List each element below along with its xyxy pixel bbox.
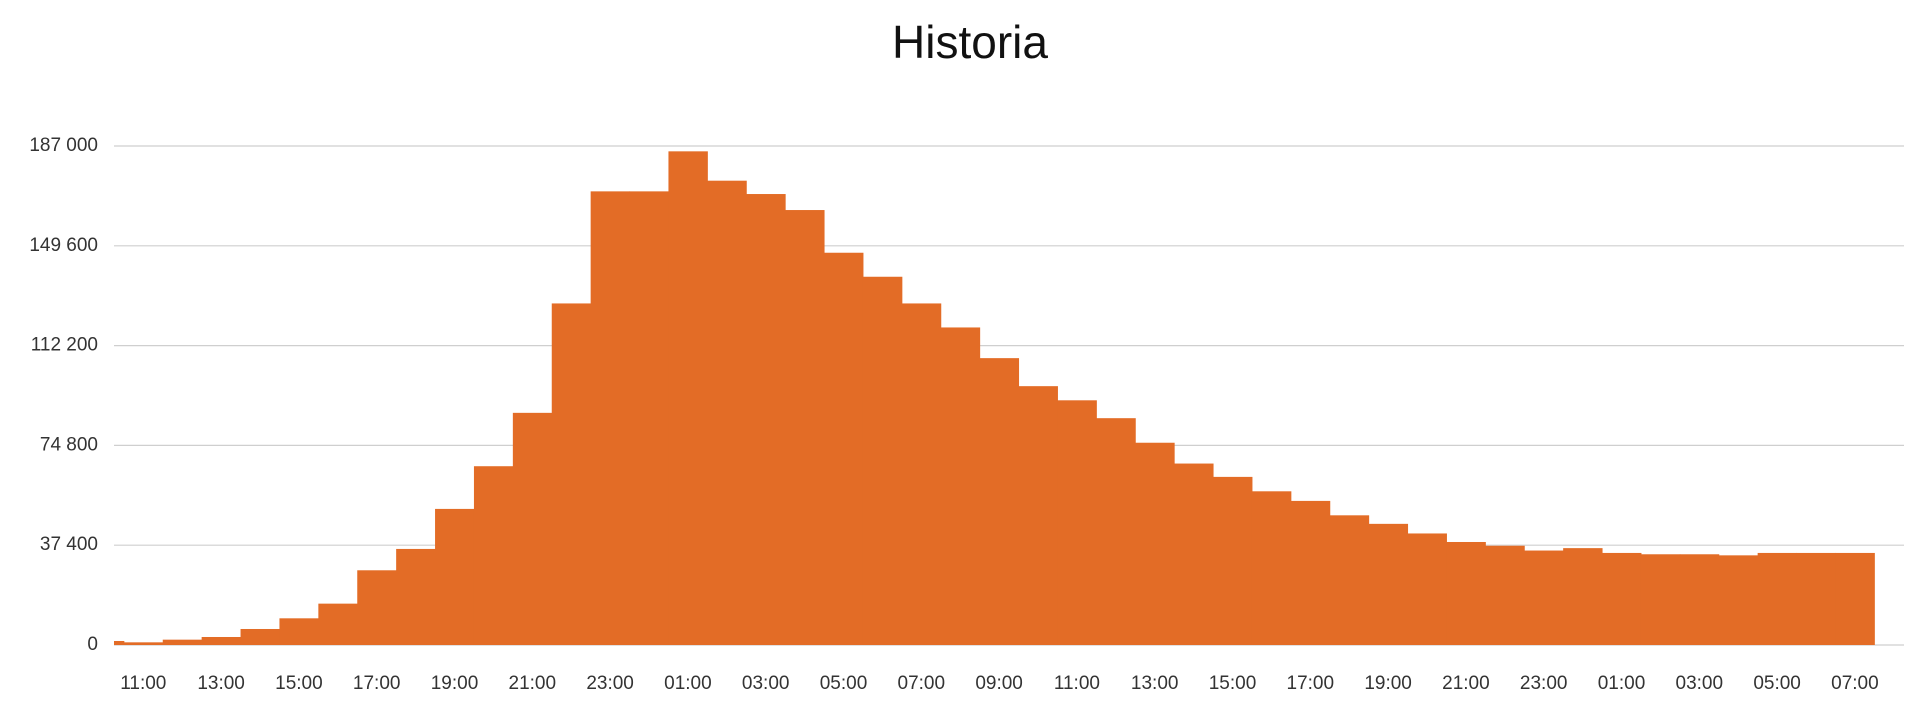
bar: [396, 548, 436, 645]
x-tick-label: 03:00: [742, 673, 790, 694]
bar: [668, 151, 708, 645]
x-tick-label: 09:00: [975, 673, 1023, 694]
x-tick-label: 17:00: [353, 673, 401, 694]
bar: [979, 358, 1020, 645]
bar: [279, 618, 319, 645]
bar: [1446, 541, 1486, 645]
bar: [357, 570, 397, 645]
bar: [824, 252, 864, 645]
x-tick-label: 03:00: [1676, 673, 1724, 694]
x-tick-label: 13:00: [1131, 673, 1179, 694]
bar: [1835, 552, 1875, 645]
bar: [1485, 545, 1525, 645]
x-tick-label: 01:00: [1598, 673, 1646, 694]
bar: [473, 466, 514, 645]
bar: [1251, 491, 1292, 645]
x-tick-label: 01:00: [664, 673, 712, 694]
bar: [629, 191, 669, 645]
bar: [1524, 550, 1564, 645]
y-tick-label: 112 200: [31, 335, 98, 356]
bar: [1213, 476, 1253, 645]
bar: [901, 303, 942, 645]
bar: [862, 276, 903, 645]
bar: [1057, 400, 1097, 645]
bar: [1796, 552, 1836, 645]
bar: [1096, 418, 1136, 645]
x-tick-label: 23:00: [586, 673, 634, 694]
bar: [162, 639, 203, 645]
x-tick-label: 19:00: [1364, 673, 1412, 694]
bar: [1640, 554, 1681, 645]
bar: [707, 180, 747, 646]
y-tick-label: 187 000: [29, 135, 98, 156]
bar: [785, 210, 825, 645]
x-tick-label: 15:00: [275, 673, 323, 694]
x-tick-label: 23:00: [1520, 673, 1568, 694]
bar: [240, 628, 280, 645]
bar: [1563, 548, 1603, 645]
bar: [1368, 523, 1409, 645]
x-tick-label: 15:00: [1209, 673, 1257, 694]
bar: [114, 640, 125, 645]
y-tick-label: 0: [87, 634, 98, 655]
y-tick-label: 74 800: [40, 434, 98, 455]
x-tick-label: 11:00: [1054, 673, 1100, 694]
bar: [201, 636, 242, 645]
x-tick-label: 21:00: [1442, 673, 1490, 694]
bar: [746, 194, 786, 645]
bar: [1018, 386, 1058, 645]
bar: [1679, 554, 1720, 645]
bar: [318, 603, 358, 645]
bar: [1718, 555, 1759, 645]
x-tick-label: 13:00: [197, 673, 245, 694]
chart-title: Historia: [892, 16, 1048, 68]
x-tick-label: 17:00: [1287, 673, 1335, 694]
bar: [940, 327, 981, 645]
x-tick-label: 11:00: [120, 673, 166, 694]
bar: [1602, 552, 1642, 645]
bar: [1290, 500, 1331, 645]
y-tick-label: 149 600: [29, 235, 98, 256]
bar: [435, 508, 475, 645]
bar: [590, 191, 631, 645]
x-tick-label: 07:00: [1831, 673, 1879, 694]
x-tick-label: 07:00: [898, 673, 946, 694]
bar: [1174, 463, 1214, 645]
bar: [512, 412, 553, 645]
bar: [551, 303, 592, 645]
x-tick-label: 05:00: [1753, 673, 1801, 694]
bar: [1757, 552, 1798, 645]
bar: [123, 642, 164, 645]
y-tick-label: 37 400: [40, 534, 98, 555]
bar: [1135, 442, 1175, 645]
x-tick-label: 21:00: [509, 673, 557, 694]
bar: [1407, 533, 1447, 645]
x-tick-label: 19:00: [431, 673, 479, 694]
bar: [1329, 515, 1370, 645]
x-tick-label: 05:00: [820, 673, 868, 694]
